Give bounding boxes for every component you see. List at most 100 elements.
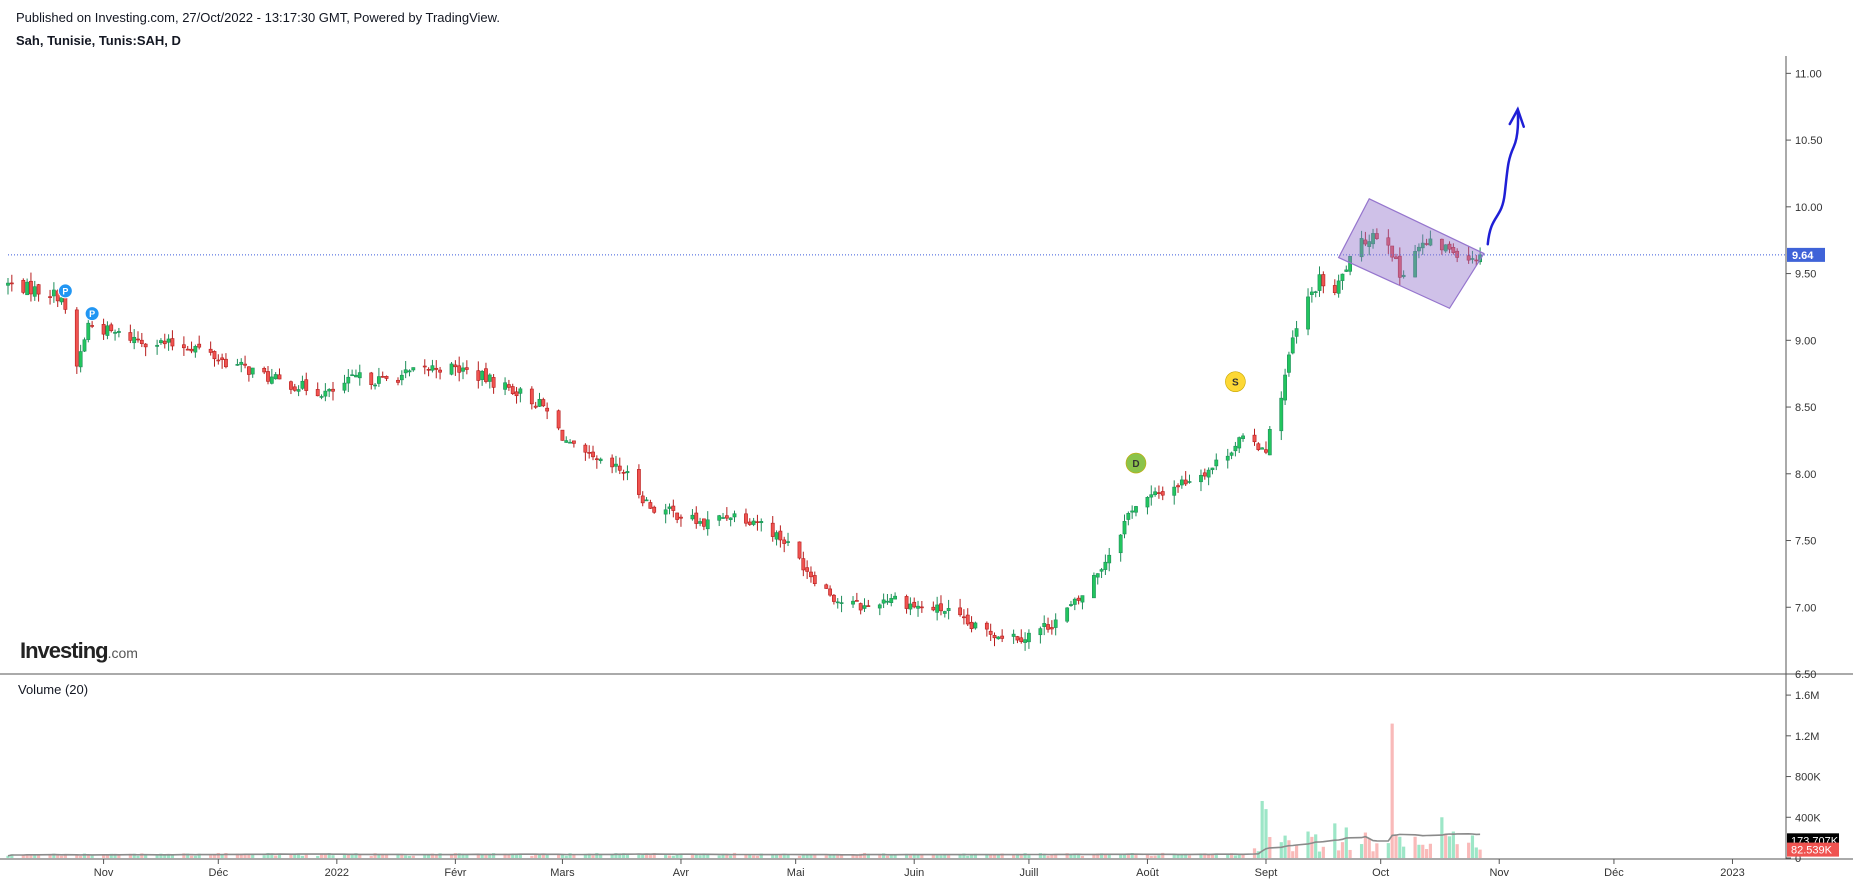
volume-bar (492, 853, 496, 858)
volume-bar (1038, 853, 1042, 858)
volume-bar (247, 853, 251, 858)
volume-bar (1363, 832, 1367, 858)
volume-bar (564, 855, 568, 858)
volume-bar (1153, 855, 1157, 858)
candle-body (105, 325, 110, 336)
volume-bar (266, 852, 270, 858)
candle-body (491, 377, 496, 388)
candle-body (6, 282, 10, 286)
candle-body (1470, 258, 1475, 260)
volume-bar (453, 853, 457, 858)
volume-bar (342, 854, 347, 858)
volume-bar (878, 855, 882, 858)
volume-bar (186, 853, 190, 858)
candle-body (529, 388, 534, 405)
volume-bar (744, 854, 748, 858)
volume-bar (935, 855, 939, 858)
volume-bar (117, 855, 121, 858)
volume-bar (430, 853, 435, 858)
candle-body (744, 513, 748, 524)
candle-body (889, 598, 894, 604)
volume-bar (557, 853, 561, 858)
volume-bar (163, 855, 167, 858)
volume-bar (1417, 844, 1421, 858)
volume-tick-label: 0 (1795, 853, 1801, 865)
candle-body (464, 367, 469, 370)
candle-body (854, 600, 859, 602)
volume-bar (1157, 855, 1161, 858)
volume-bar (59, 855, 64, 858)
volume-bar (966, 855, 970, 858)
candle-body (1474, 259, 1479, 262)
event-badge (84, 306, 100, 322)
volume-bar (209, 855, 213, 858)
time-tick-label: Nov (94, 867, 114, 879)
volume-bar (1203, 853, 1207, 858)
volume-bar (113, 855, 117, 858)
volume-bar (667, 855, 672, 858)
volume-bar (346, 854, 350, 858)
candle-body (671, 505, 676, 511)
candle-body (422, 365, 427, 368)
volume-bar (537, 854, 542, 858)
volume-bar (706, 854, 710, 858)
volume-bar (438, 853, 442, 858)
candle-body (560, 429, 565, 441)
candle-body (881, 599, 886, 604)
volume-bar (752, 855, 756, 858)
candle-body (805, 567, 810, 572)
candle-body (136, 338, 140, 341)
volume-bar (1042, 854, 1046, 858)
volume-bar (1226, 853, 1230, 858)
candle-body (1011, 633, 1016, 637)
candle-body (614, 463, 618, 467)
volume-bar (449, 854, 454, 858)
candle-body (78, 351, 83, 368)
volume-bar (159, 853, 163, 858)
candle-body (55, 290, 60, 302)
volume-bar (690, 853, 695, 858)
volume-bar (82, 853, 87, 858)
time-tick-label: Mars (550, 867, 575, 879)
candle-body (675, 512, 680, 520)
volume-bar (350, 855, 354, 858)
event-badge (1225, 371, 1246, 392)
volume-bar (1451, 831, 1455, 858)
candle-body (1042, 623, 1047, 627)
volume-bar (224, 853, 228, 858)
candle-body (300, 380, 305, 389)
volume-bar (220, 854, 224, 858)
volume-bar (813, 854, 817, 858)
candle-body (116, 331, 121, 333)
candle-body (457, 365, 462, 373)
candle-body (1160, 491, 1165, 496)
candle-body (1187, 481, 1192, 483)
volume-bar (304, 854, 308, 858)
candle-body (506, 384, 511, 388)
volume-bar (1099, 853, 1104, 858)
volume-bar (1184, 853, 1188, 858)
volume-bar (105, 854, 110, 858)
candle-body (162, 340, 167, 345)
candle-body (702, 518, 706, 527)
volume-bar (484, 855, 488, 858)
price-tick-label: 6.50 (1795, 669, 1816, 681)
volume-bar (216, 852, 220, 858)
candle-body (480, 371, 485, 380)
volume-bar (702, 853, 706, 858)
volume-bar (1233, 855, 1237, 858)
candle-body (32, 286, 37, 297)
candle-body (962, 616, 966, 619)
candle-body (453, 364, 458, 368)
volume-bar (189, 855, 194, 858)
candle-body (1451, 247, 1456, 253)
volume-bar (859, 853, 863, 858)
candle-body (564, 440, 569, 443)
volume-bar (1428, 843, 1432, 858)
volume-bar (587, 853, 591, 858)
volume-bar (782, 854, 786, 858)
volume-bar (809, 854, 813, 858)
candle-body (786, 541, 790, 543)
volume-bar (1134, 854, 1138, 858)
